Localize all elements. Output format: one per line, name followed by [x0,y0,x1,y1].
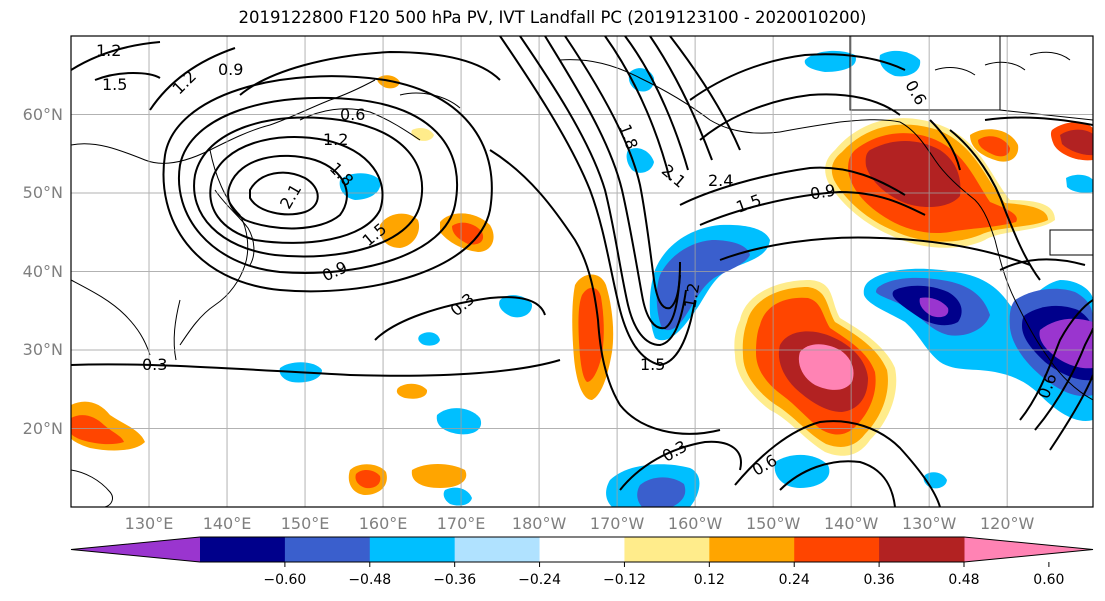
contour-label: 1.5 [640,355,665,374]
latitude-label: 40°N [22,261,63,281]
colorbar-segment [624,537,710,562]
contour-label: 1.2 [323,130,348,149]
contour-label: 0.9 [218,60,243,79]
colorbar-tick-label: 0.12 [693,572,725,588]
latitude-label: 30°N [22,340,63,359]
contour-label: 0.9 [319,257,350,285]
colorbar-tick-label: −0.60 [263,572,307,588]
colorbar-segment [879,537,965,562]
colorbar-tick-label: −0.48 [348,572,392,588]
colorbar-segment [709,537,795,562]
longitude-label: 160°W [667,514,723,533]
longitude-label: 150°W [745,514,801,533]
contour-label: 0.3 [659,436,691,465]
contour-label: 0.3 [142,355,167,374]
map-frame [70,35,1094,508]
contour-label: 2.4 [708,171,733,190]
contour-label: 1.2 [96,41,121,60]
colorbar-tick-label: −0.12 [602,572,646,588]
colorbar-extension-high [964,537,1093,562]
colorbar-extension-low [71,537,200,562]
colorbar-segment [200,537,286,562]
colorbar-tick-label: 0.48 [948,572,980,588]
contour-label: 1.2 [169,67,200,98]
longitude-label: 130°W [901,514,957,533]
contour-label: 1.5 [102,75,127,94]
longitude-label: 120°W [979,514,1035,533]
colorbar [70,536,1094,567]
longitude-label: 170°E [436,514,486,533]
contour-label: 1.5 [734,190,764,217]
longitude-label: 160°E [358,514,408,533]
longitude-label: 150°E [280,514,330,533]
pv-contours [71,36,1093,507]
contour-labels: 1.2 1.5 1.2 0.9 0.6 1.2 1.8 2.1 1.5 0.9 … [96,41,1061,480]
colorbar-segment [454,537,541,562]
longitude-label: 130°E [124,514,174,533]
contour-label: 0.6 [749,450,781,479]
colorbar-segment [539,537,625,562]
contour-label: 0.6 [901,77,930,109]
contour-label: 0.3 [447,289,479,320]
latitude-label: 60°N [22,104,63,124]
colorbar-tick-label: 0.60 [1033,572,1065,588]
colorbar-outline [70,536,1094,563]
colorbar-tick-label: 0.36 [863,572,895,588]
colorbar-tick-label: 0.24 [778,572,810,588]
graticule [71,36,1093,507]
latitude-label: 20°N [22,418,63,438]
contour-label: 0.6 [340,105,365,124]
figure-title: 2019122800 F120 500 hPa PV, IVT Landfall… [238,8,867,27]
contour-label: 1.8 [615,122,642,152]
longitude-label: 180°W [511,514,567,533]
colorbar-tick-label: −0.24 [518,572,561,588]
colorbar-segment [284,537,371,562]
colorbar-segment [369,537,456,562]
longitude-label: 140°E [202,514,252,533]
colorbar-tick-label: −0.36 [433,572,477,588]
colorbar-segment [794,537,880,562]
longitude-label: 170°W [589,514,645,533]
contour-label: 2.1 [276,181,305,213]
longitude-label: 140°W [823,514,879,533]
ivt-shading [71,50,1093,507]
contour-label: 0.9 [809,180,837,203]
latitude-label: 50°N [22,183,63,202]
contour-label: 1.2 [680,281,703,309]
contour-label: 2.1 [658,161,690,192]
